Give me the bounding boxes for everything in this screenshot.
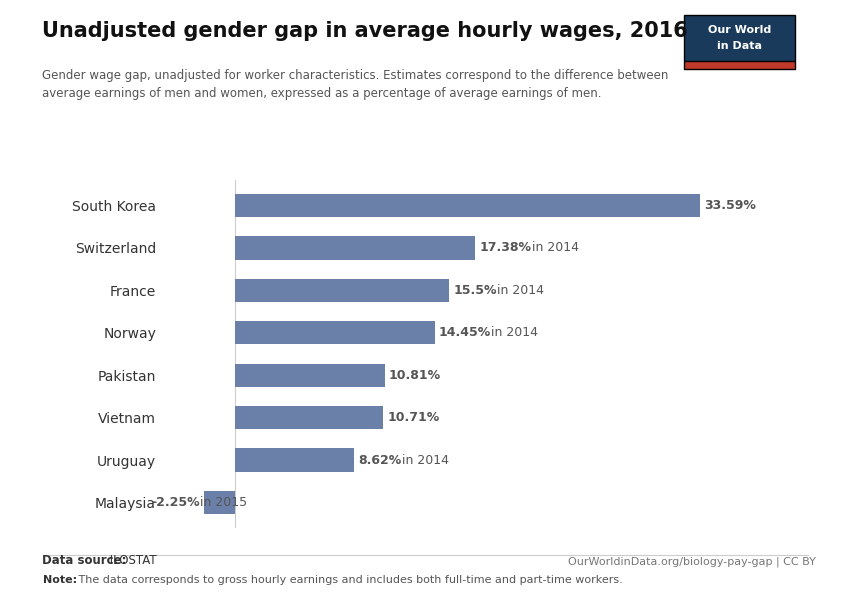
Bar: [235, 448, 354, 472]
Bar: [235, 406, 383, 430]
Bar: [204, 491, 235, 514]
FancyBboxPatch shape: [684, 61, 795, 69]
Text: in 2014: in 2014: [401, 454, 449, 467]
Bar: [235, 194, 700, 217]
Text: 17.38%: 17.38%: [479, 241, 531, 254]
Text: in Data: in Data: [717, 41, 762, 52]
Text: OurWorldinData.org/biology-pay-gap | CC BY: OurWorldinData.org/biology-pay-gap | CC …: [568, 557, 816, 567]
Text: in 2015: in 2015: [200, 496, 246, 509]
Text: in 2014: in 2014: [531, 241, 579, 254]
Text: Our World: Our World: [708, 25, 771, 35]
Text: 8.62%: 8.62%: [359, 454, 401, 467]
Bar: [235, 278, 450, 302]
Text: 14.45%: 14.45%: [439, 326, 491, 339]
Text: 15.5%: 15.5%: [454, 284, 497, 297]
Bar: [235, 236, 475, 260]
Text: in 2014: in 2014: [497, 284, 544, 297]
FancyBboxPatch shape: [684, 15, 795, 69]
Text: 10.81%: 10.81%: [388, 369, 441, 382]
Text: -2.25%: -2.25%: [151, 496, 200, 509]
Text: in 2014: in 2014: [491, 326, 538, 339]
Text: Data source:: Data source:: [42, 554, 127, 567]
Text: 10.71%: 10.71%: [388, 411, 439, 424]
Text: Note:: Note:: [42, 575, 76, 585]
Bar: [235, 364, 384, 387]
Bar: [235, 321, 435, 344]
Text: The data corresponds to gross hourly earnings and includes both full-time and pa: The data corresponds to gross hourly ear…: [75, 575, 622, 585]
Text: 33.59%: 33.59%: [704, 199, 756, 212]
Text: Gender wage gap, unadjusted for worker characteristics. Estimates correspond to : Gender wage gap, unadjusted for worker c…: [42, 69, 669, 100]
Text: ILOSTAT: ILOSTAT: [106, 554, 157, 567]
Text: Unadjusted gender gap in average hourly wages, 2016: Unadjusted gender gap in average hourly …: [42, 21, 688, 41]
